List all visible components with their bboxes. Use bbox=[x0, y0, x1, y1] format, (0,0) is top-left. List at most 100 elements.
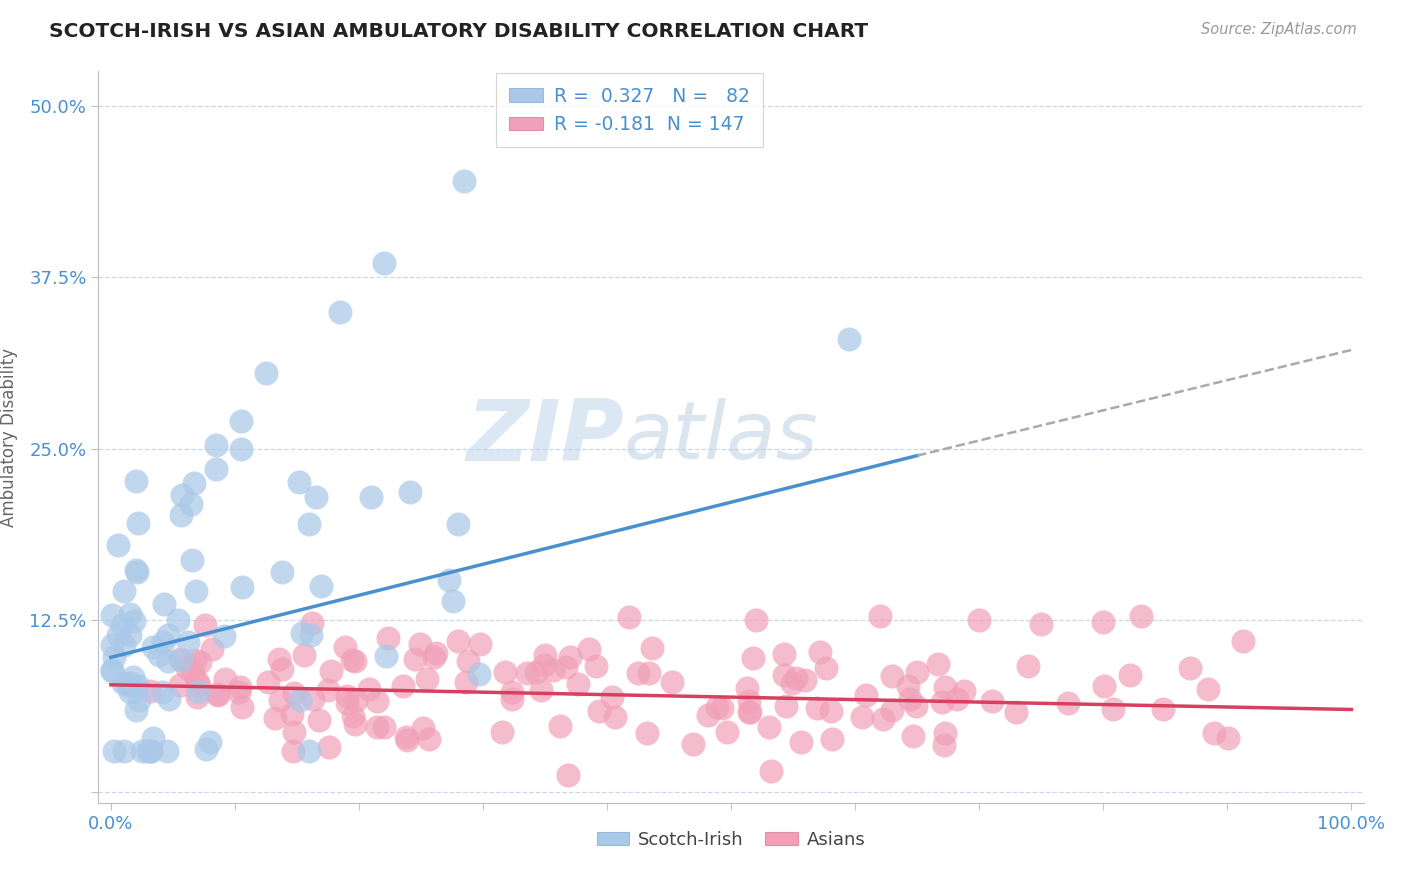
Point bbox=[441, 593, 464, 607]
Point bbox=[1056, 696, 1078, 710]
Point bbox=[127, 679, 149, 693]
Point bbox=[567, 677, 589, 691]
Point bbox=[946, 692, 969, 706]
Point bbox=[716, 725, 738, 739]
Point bbox=[269, 652, 291, 666]
Point bbox=[231, 700, 253, 714]
Point bbox=[903, 729, 925, 743]
Y-axis label: Ambulatory Disability: Ambulatory Disability bbox=[0, 348, 18, 526]
Point bbox=[176, 661, 198, 675]
Point bbox=[142, 640, 165, 654]
Point bbox=[494, 665, 516, 679]
Point bbox=[373, 256, 395, 270]
Point bbox=[457, 654, 479, 668]
Point bbox=[880, 703, 903, 717]
Point bbox=[103, 649, 125, 664]
Point bbox=[283, 686, 305, 700]
Point bbox=[952, 684, 974, 698]
Point bbox=[377, 631, 399, 645]
Point bbox=[167, 613, 190, 627]
Point bbox=[790, 735, 813, 749]
Point bbox=[934, 725, 956, 739]
Point bbox=[229, 442, 252, 456]
Point bbox=[214, 629, 236, 643]
Point bbox=[638, 665, 661, 680]
Point bbox=[229, 414, 252, 428]
Point bbox=[122, 614, 145, 628]
Point bbox=[423, 650, 446, 665]
Point bbox=[121, 670, 143, 684]
Point bbox=[603, 709, 626, 723]
Point bbox=[904, 699, 927, 714]
Point bbox=[869, 609, 891, 624]
Point bbox=[619, 610, 641, 624]
Point bbox=[737, 681, 759, 695]
Point bbox=[301, 615, 323, 630]
Point bbox=[269, 692, 291, 706]
Point bbox=[927, 657, 949, 671]
Point bbox=[169, 677, 191, 691]
Point bbox=[396, 733, 419, 747]
Text: Source: ZipAtlas.com: Source: ZipAtlas.com bbox=[1201, 22, 1357, 37]
Point bbox=[932, 739, 955, 753]
Point bbox=[205, 687, 228, 701]
Point bbox=[125, 563, 148, 577]
Point bbox=[1197, 682, 1219, 697]
Point bbox=[1017, 659, 1039, 673]
Point bbox=[288, 475, 311, 489]
Point bbox=[491, 725, 513, 739]
Point bbox=[1218, 731, 1240, 745]
Point bbox=[412, 721, 434, 735]
Point bbox=[333, 640, 356, 655]
Point bbox=[404, 652, 426, 666]
Point bbox=[468, 666, 491, 681]
Point bbox=[641, 641, 664, 656]
Point bbox=[780, 676, 803, 690]
Point bbox=[112, 744, 135, 758]
Point bbox=[555, 660, 578, 674]
Point bbox=[127, 516, 149, 530]
Point bbox=[298, 517, 321, 532]
Point bbox=[194, 618, 217, 632]
Point bbox=[897, 679, 920, 693]
Point bbox=[139, 744, 162, 758]
Point bbox=[157, 654, 180, 668]
Point bbox=[172, 488, 194, 502]
Point bbox=[773, 647, 796, 661]
Point bbox=[107, 538, 129, 552]
Point bbox=[128, 693, 150, 707]
Point bbox=[738, 694, 761, 708]
Point bbox=[231, 580, 253, 594]
Text: ZIP: ZIP bbox=[465, 395, 623, 479]
Point bbox=[101, 664, 124, 678]
Point bbox=[344, 693, 367, 707]
Point bbox=[263, 711, 285, 725]
Point bbox=[308, 713, 330, 727]
Point bbox=[142, 731, 165, 745]
Point bbox=[453, 174, 475, 188]
Point bbox=[125, 565, 148, 579]
Point bbox=[815, 661, 838, 675]
Point bbox=[775, 698, 797, 713]
Point bbox=[111, 618, 134, 632]
Point bbox=[851, 710, 873, 724]
Point bbox=[636, 726, 658, 740]
Point bbox=[120, 627, 142, 641]
Point bbox=[177, 634, 200, 648]
Point bbox=[283, 744, 305, 758]
Point bbox=[737, 705, 759, 719]
Point bbox=[1102, 702, 1125, 716]
Point bbox=[742, 651, 765, 665]
Point bbox=[578, 642, 600, 657]
Point bbox=[302, 692, 325, 706]
Point bbox=[205, 462, 228, 476]
Point bbox=[761, 764, 783, 778]
Point bbox=[446, 633, 468, 648]
Text: atlas: atlas bbox=[623, 398, 818, 476]
Point bbox=[148, 648, 170, 663]
Point bbox=[292, 648, 315, 663]
Point bbox=[1232, 634, 1254, 648]
Point bbox=[541, 663, 564, 677]
Point bbox=[101, 638, 124, 652]
Point bbox=[139, 684, 162, 698]
